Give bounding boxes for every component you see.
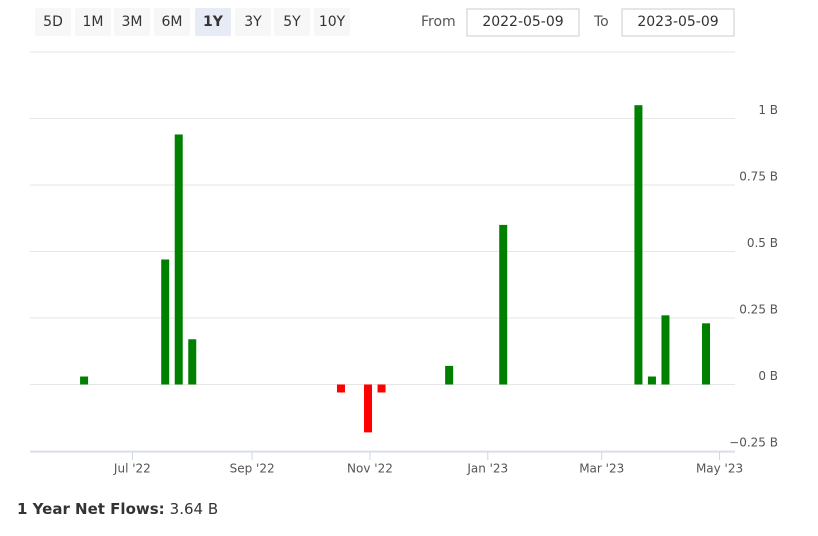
bar xyxy=(188,339,197,385)
y-tick-label: 0.25 B xyxy=(739,303,778,317)
y-tick-label: 0.5 B xyxy=(747,236,778,250)
y-tick-label: −0.25 B xyxy=(729,436,778,450)
bar xyxy=(80,376,89,385)
range-button-label[interactable]: 3M xyxy=(122,14,143,30)
from-input[interactable] xyxy=(466,8,580,37)
bar xyxy=(702,323,711,385)
y-tick-label: 0 B xyxy=(758,369,778,383)
range-button-label[interactable]: 5D xyxy=(43,14,63,30)
range-button[interactable] xyxy=(235,8,271,36)
from-label: From xyxy=(421,14,456,30)
x-tick-label: Mar '23 xyxy=(579,462,624,476)
bar xyxy=(647,376,656,385)
x-tick-label: Jul '22 xyxy=(113,462,151,476)
y-tick-label: 1 B xyxy=(758,103,778,117)
to-input[interactable] xyxy=(621,8,735,37)
x-tick-label: Sep '22 xyxy=(230,462,275,476)
range-button[interactable] xyxy=(154,8,190,36)
range-button-label[interactable]: 3Y xyxy=(244,14,262,30)
summary-value: 3.64 B xyxy=(170,500,218,518)
x-tick-label: Nov '22 xyxy=(347,462,393,476)
bar xyxy=(445,365,454,385)
range-button-label[interactable]: 1M xyxy=(83,14,104,30)
range-button[interactable] xyxy=(314,8,350,36)
y-tick-label: 0.75 B xyxy=(739,170,778,184)
summary-label: 1 Year Net Flows: xyxy=(17,500,165,518)
bar xyxy=(161,259,170,385)
to-label: To xyxy=(593,14,609,30)
bar xyxy=(364,384,373,433)
x-tick-label: Jan '23 xyxy=(466,462,508,476)
range-button[interactable] xyxy=(114,8,150,36)
summary: 1 Year Net Flows: 3.64 B xyxy=(17,500,218,518)
to-value[interactable]: 2023-05-09 xyxy=(637,14,718,30)
range-button[interactable] xyxy=(195,8,231,36)
bar xyxy=(634,105,643,385)
range-button[interactable] xyxy=(75,8,111,36)
bar xyxy=(661,315,670,385)
range-button-label[interactable]: 5Y xyxy=(283,14,301,30)
range-button[interactable] xyxy=(35,8,71,36)
x-tick-label: May '23 xyxy=(696,462,743,476)
bar xyxy=(377,384,386,393)
bar xyxy=(174,134,183,385)
bar xyxy=(336,384,345,393)
bar xyxy=(499,224,508,385)
range-button-label[interactable]: 1Y xyxy=(203,14,224,30)
from-value[interactable]: 2022-05-09 xyxy=(482,14,563,30)
range-button-label[interactable]: 10Y xyxy=(319,14,346,30)
range-button[interactable] xyxy=(274,8,310,36)
range-button-label[interactable]: 6M xyxy=(162,14,183,30)
